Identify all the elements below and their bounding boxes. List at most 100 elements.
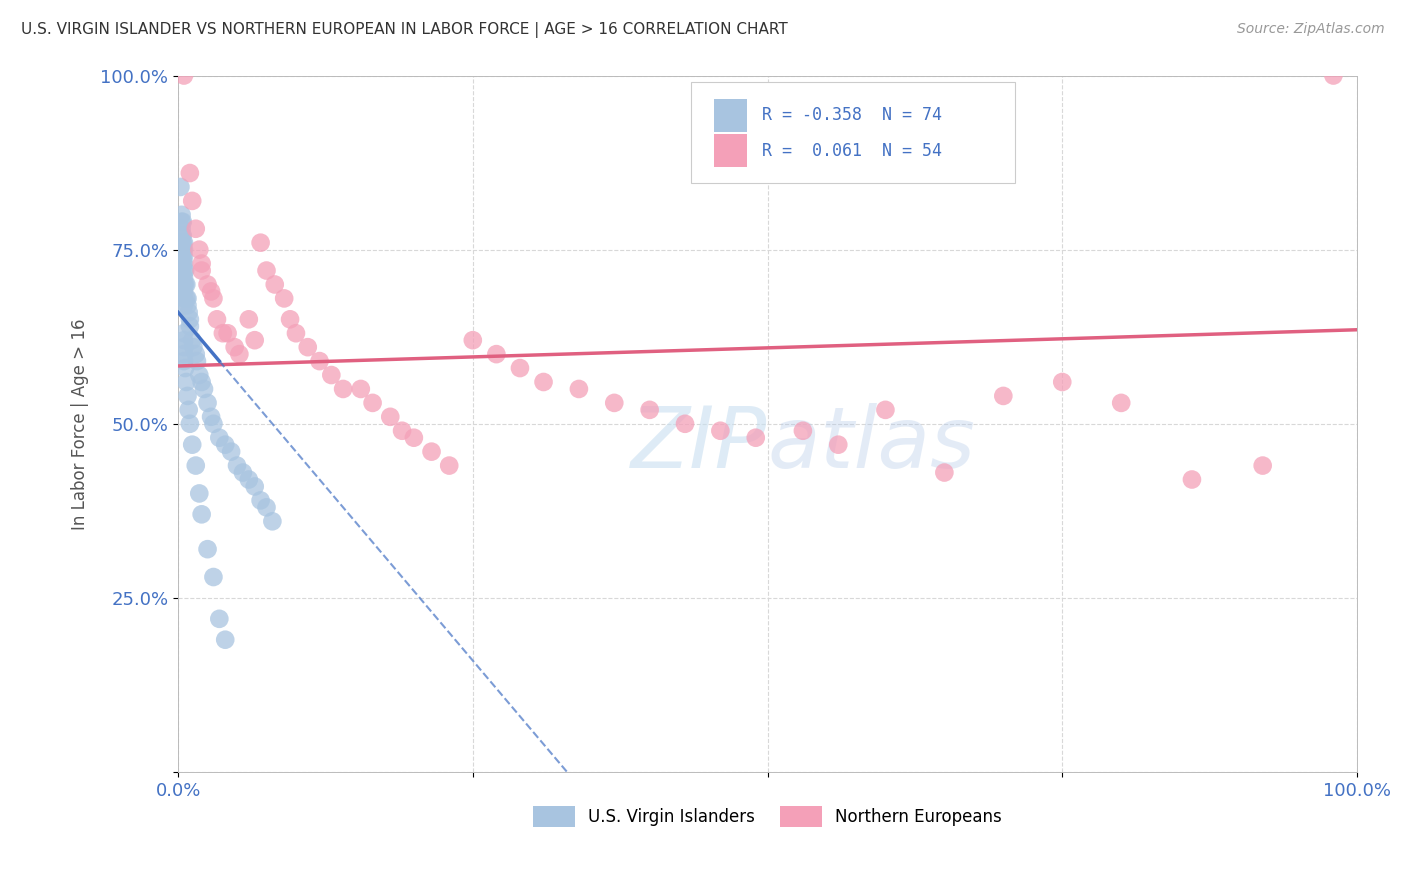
Point bbox=[186, 354, 208, 368]
Point bbox=[176, 298, 198, 312]
Point bbox=[184, 347, 207, 361]
Point bbox=[273, 292, 295, 306]
Point bbox=[243, 479, 266, 493]
Y-axis label: In Labor Force | Age > 16: In Labor Force | Age > 16 bbox=[72, 318, 89, 530]
Point bbox=[173, 347, 195, 361]
Point bbox=[173, 298, 195, 312]
Point bbox=[173, 235, 195, 250]
Bar bbox=[714, 98, 748, 132]
Point bbox=[224, 340, 246, 354]
Point bbox=[638, 402, 661, 417]
Point bbox=[190, 375, 212, 389]
Point bbox=[170, 270, 193, 285]
Point bbox=[177, 305, 200, 319]
Point bbox=[179, 312, 201, 326]
Point bbox=[533, 375, 555, 389]
Point bbox=[188, 243, 211, 257]
Point bbox=[205, 312, 228, 326]
Point bbox=[1052, 375, 1074, 389]
Point bbox=[197, 542, 219, 557]
Point bbox=[173, 292, 195, 306]
Point bbox=[249, 235, 271, 250]
Point bbox=[173, 333, 195, 347]
Point bbox=[170, 221, 193, 235]
Text: Source: ZipAtlas.com: Source: ZipAtlas.com bbox=[1237, 22, 1385, 37]
Point bbox=[792, 424, 814, 438]
Point bbox=[200, 285, 222, 299]
Point bbox=[934, 466, 956, 480]
Point bbox=[278, 312, 301, 326]
Point bbox=[169, 180, 191, 194]
Point bbox=[170, 208, 193, 222]
Point bbox=[380, 409, 402, 424]
Point bbox=[238, 473, 260, 487]
Point bbox=[202, 570, 225, 584]
Point bbox=[263, 277, 285, 292]
Point bbox=[184, 458, 207, 473]
Text: R =  0.061  N = 54: R = 0.061 N = 54 bbox=[762, 142, 942, 160]
Point bbox=[176, 389, 198, 403]
Point bbox=[568, 382, 591, 396]
Point bbox=[170, 250, 193, 264]
Point bbox=[190, 263, 212, 277]
Point bbox=[509, 361, 531, 376]
Point bbox=[170, 228, 193, 243]
Point bbox=[170, 256, 193, 270]
Point bbox=[184, 221, 207, 235]
Point bbox=[170, 215, 193, 229]
Point bbox=[170, 243, 193, 257]
Point bbox=[176, 277, 198, 292]
Text: atlas: atlas bbox=[768, 403, 976, 486]
Point bbox=[173, 243, 195, 257]
Point bbox=[174, 277, 197, 292]
Point bbox=[1322, 69, 1344, 83]
Point bbox=[256, 500, 278, 515]
Point bbox=[173, 340, 195, 354]
Point bbox=[603, 396, 626, 410]
Point bbox=[176, 292, 198, 306]
Point bbox=[285, 326, 308, 341]
Point bbox=[172, 243, 194, 257]
Point bbox=[181, 333, 204, 347]
Point bbox=[391, 424, 413, 438]
Point bbox=[361, 396, 384, 410]
Point bbox=[174, 361, 197, 376]
Point bbox=[321, 368, 343, 382]
Point bbox=[673, 417, 696, 431]
Point bbox=[183, 340, 205, 354]
Text: ZIP: ZIP bbox=[631, 403, 768, 486]
Point bbox=[179, 319, 201, 334]
Point bbox=[173, 326, 195, 341]
Point bbox=[197, 396, 219, 410]
Point bbox=[181, 438, 204, 452]
Point bbox=[179, 166, 201, 180]
Point bbox=[1109, 396, 1132, 410]
Point bbox=[262, 514, 284, 528]
Point bbox=[993, 389, 1015, 403]
Point bbox=[214, 438, 236, 452]
Point bbox=[485, 347, 508, 361]
Point bbox=[172, 235, 194, 250]
Point bbox=[173, 263, 195, 277]
Point bbox=[200, 409, 222, 424]
Point bbox=[190, 256, 212, 270]
Point bbox=[170, 235, 193, 250]
Point bbox=[232, 466, 254, 480]
Point bbox=[350, 382, 373, 396]
Point bbox=[174, 263, 197, 277]
Point bbox=[1251, 458, 1274, 473]
Point bbox=[170, 263, 193, 277]
Point bbox=[173, 270, 195, 285]
Point bbox=[190, 508, 212, 522]
Point bbox=[226, 458, 249, 473]
Point bbox=[249, 493, 271, 508]
Point bbox=[172, 256, 194, 270]
Point bbox=[461, 333, 484, 347]
Point bbox=[176, 292, 198, 306]
Point bbox=[214, 632, 236, 647]
Point bbox=[173, 354, 195, 368]
Point bbox=[827, 438, 849, 452]
Point bbox=[256, 263, 278, 277]
Point bbox=[202, 417, 225, 431]
Point bbox=[420, 444, 443, 458]
